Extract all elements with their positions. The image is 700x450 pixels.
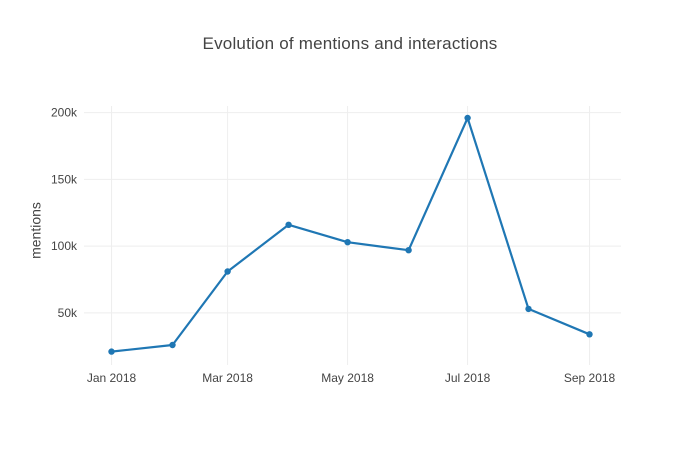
y-tick-label: 200k [51,106,78,120]
data-point-marker[interactable] [108,348,115,355]
chart-title: Evolution of mentions and interactions [202,34,498,53]
data-point-marker[interactable] [285,221,292,228]
data-point-marker[interactable] [525,305,532,313]
y-tick-label: 150k [51,172,78,186]
x-tick-label: Jul 2018 [445,371,491,385]
data-point-marker[interactable] [405,247,412,254]
x-tick-label: May 2018 [321,371,374,385]
data-point-marker[interactable] [344,239,351,246]
y-axis-title: mentions [27,202,44,259]
y-tick-label: 100k [51,239,78,253]
data-point-marker[interactable] [224,268,231,275]
data-point-marker[interactable] [169,341,176,349]
x-tick-label: Mar 2018 [202,371,253,385]
y-tick-label: 50k [58,306,78,320]
x-tick-label: Jan 2018 [87,371,137,385]
series-line [110,116,591,353]
data-point-marker[interactable] [464,114,471,122]
data-point-marker[interactable] [586,331,593,338]
x-tick-label: Sep 2018 [564,371,616,385]
